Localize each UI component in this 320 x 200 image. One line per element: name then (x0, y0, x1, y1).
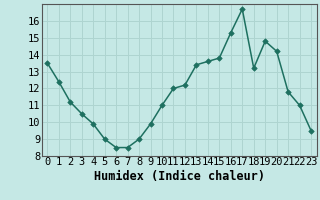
X-axis label: Humidex (Indice chaleur): Humidex (Indice chaleur) (94, 170, 265, 183)
